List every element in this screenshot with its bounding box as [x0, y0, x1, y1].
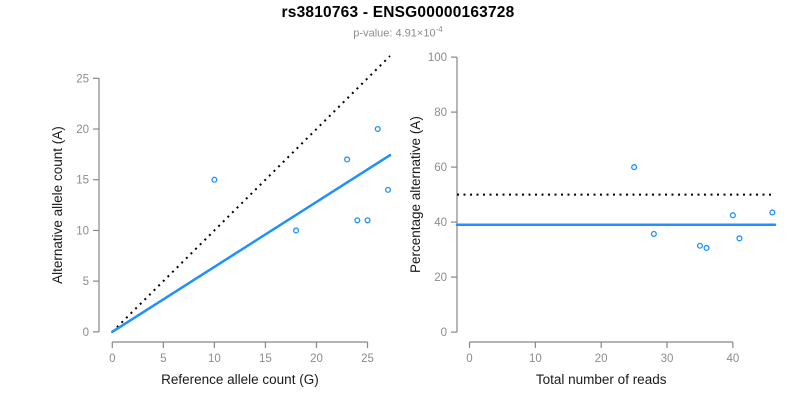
y-axis — [93, 77, 100, 333]
y-tick-label: 25 — [76, 73, 89, 85]
y-tick-label: 100 — [428, 52, 447, 64]
y-axis — [451, 56, 458, 333]
x-tick-label: 30 — [661, 353, 674, 365]
x-tick-label: 0 — [109, 353, 115, 365]
data-points — [211, 125, 392, 234]
x-tick-label: 40 — [726, 353, 739, 365]
y-tick-label: 60 — [434, 162, 447, 174]
x-tick-label: 0 — [466, 353, 472, 365]
x-tick-label: 10 — [529, 353, 542, 365]
x-tick-label: 25 — [361, 353, 374, 365]
data-point — [769, 209, 776, 216]
x-tick-label: 20 — [310, 353, 323, 365]
y-tick-labels: 0 20 40 60 80 100 — [428, 52, 447, 339]
data-point — [650, 230, 657, 237]
data-point — [364, 217, 371, 224]
y-tick-label: 15 — [76, 175, 89, 187]
y-tick-label: 20 — [434, 272, 447, 284]
allele-counts-panel: 0 5 10 15 20 25 0 5 10 15 20 25 Reference allele cou… — [50, 55, 392, 387]
x-tick-label: 15 — [259, 353, 272, 365]
x-axis-title: Reference allele count (G) — [161, 372, 319, 387]
percentage-panel: 0 20 40 60 80 100 0 10 20 30 40 Total number of rea… — [408, 52, 777, 387]
data-point — [631, 164, 638, 171]
y-tick-label: 0 — [83, 327, 89, 339]
data-point — [354, 217, 361, 224]
data-point — [703, 244, 710, 252]
y-tick-label: 40 — [434, 217, 447, 229]
data-point — [211, 176, 218, 183]
data-point — [736, 235, 743, 242]
x-tick-label: 5 — [160, 353, 166, 365]
data-points — [631, 164, 776, 252]
y-tick-labels: 0 5 10 15 20 25 — [76, 73, 89, 339]
data-point — [344, 156, 351, 163]
x-tick-labels: 0 10 20 30 40 — [466, 353, 739, 365]
data-point — [384, 186, 392, 193]
identity-line — [111, 55, 391, 333]
fit-line — [111, 153, 392, 334]
y-tick-label: 80 — [434, 107, 447, 119]
y-tick-label: 0 — [441, 327, 447, 339]
y-tick-label: 5 — [83, 276, 89, 288]
y-axis-title: Alternative allele count (A) — [50, 126, 65, 284]
y-tick-label: 20 — [76, 124, 89, 136]
x-axis — [468, 341, 734, 348]
x-tick-label: 10 — [208, 353, 221, 365]
data-point — [374, 125, 381, 133]
data-point — [729, 212, 736, 219]
x-tick-labels: 0 5 10 15 20 25 — [109, 353, 374, 365]
x-axis-title: Total number of reads — [536, 372, 667, 387]
data-point — [293, 227, 300, 234]
x-tick-label: 20 — [595, 353, 608, 365]
y-tick-label: 10 — [76, 225, 89, 237]
data-point — [696, 242, 703, 249]
y-axis-title: Percentage alternative (A) — [408, 116, 423, 273]
x-axis — [111, 341, 369, 348]
